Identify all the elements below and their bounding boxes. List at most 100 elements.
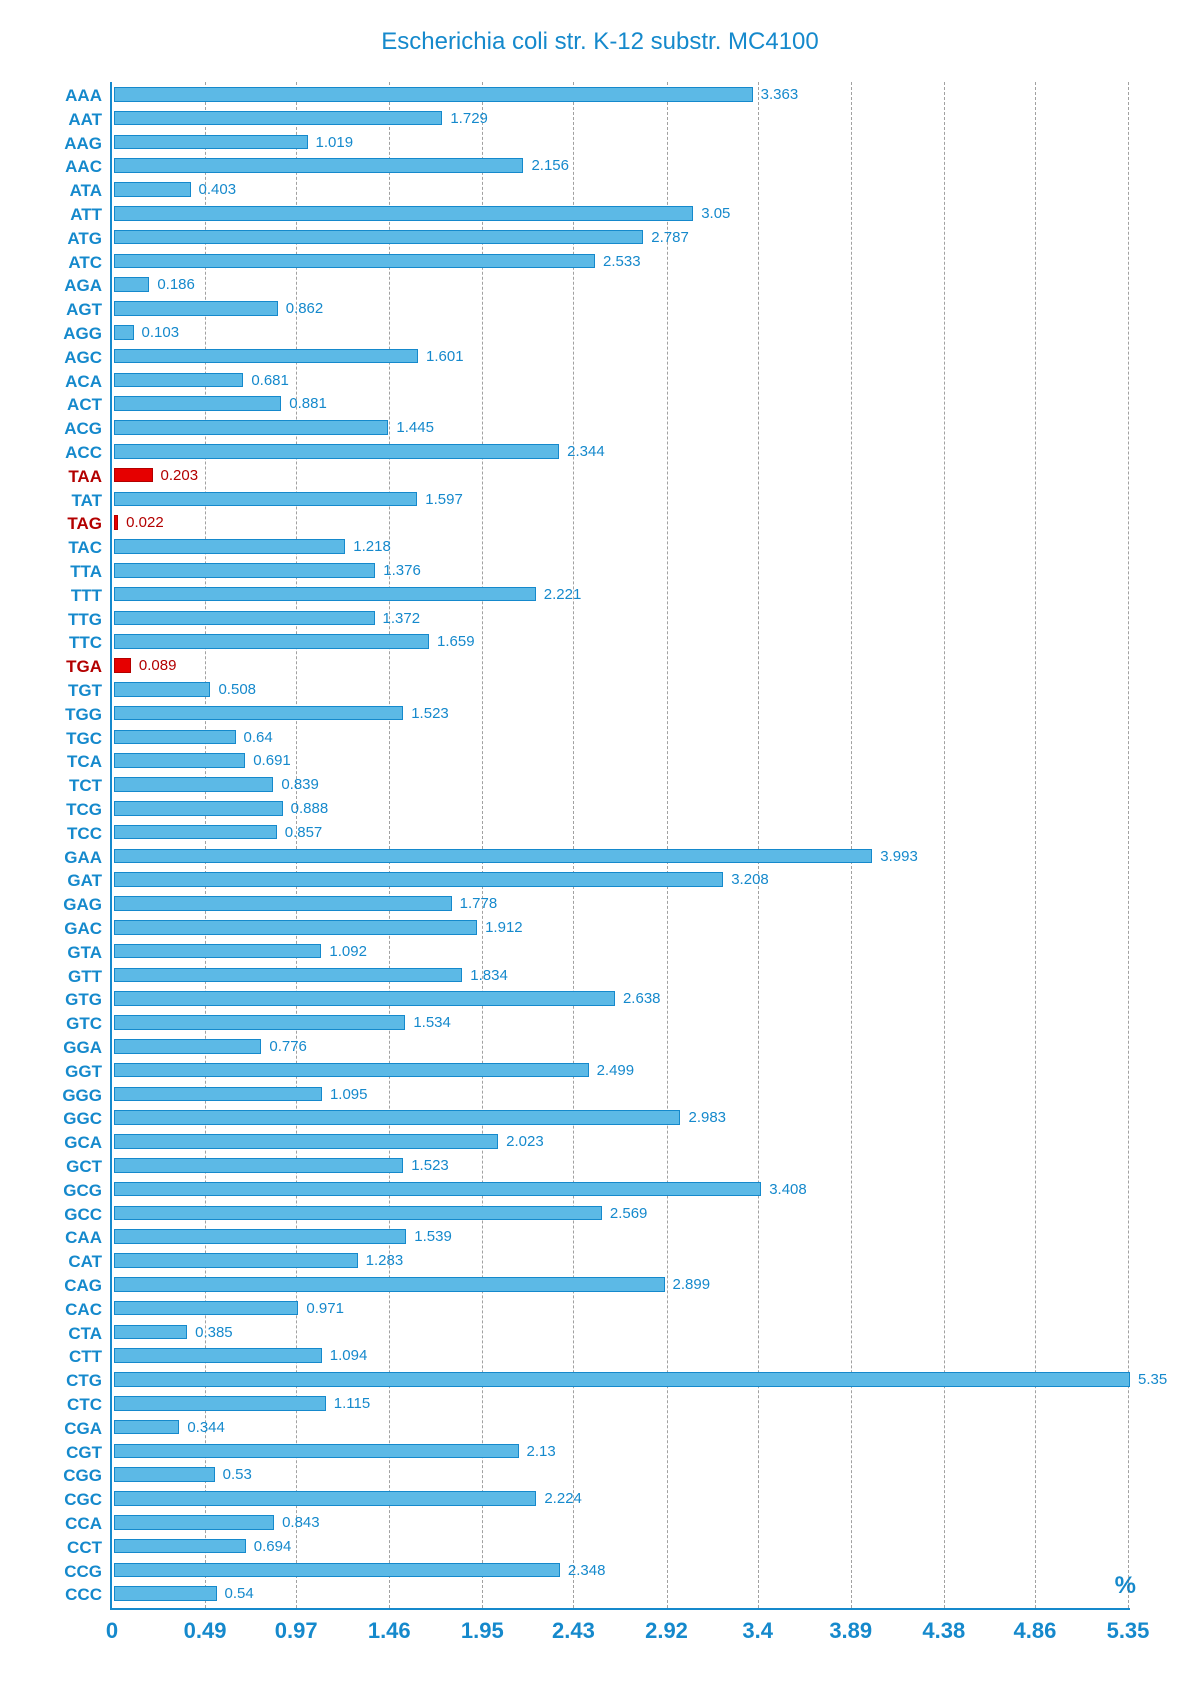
bar-value: 0.508 xyxy=(218,681,256,698)
bar-row: ATT3.05 xyxy=(112,203,1130,227)
bar-value: 1.601 xyxy=(426,348,464,365)
codon-label: TAA xyxy=(68,467,102,487)
codon-label: ACC xyxy=(65,443,102,463)
bar-row: GAA3.993 xyxy=(112,846,1130,870)
bar-value: 2.787 xyxy=(651,229,689,246)
bar-rect xyxy=(114,1063,589,1078)
bar-value: 1.539 xyxy=(414,1228,452,1245)
bar-value: 0.843 xyxy=(282,1514,320,1531)
bar-rect xyxy=(114,825,277,840)
bar-row: GTT1.834 xyxy=(112,965,1130,989)
bar-value: 2.224 xyxy=(544,1490,582,1507)
bar-row: GCC2.569 xyxy=(112,1203,1130,1227)
bar-row: TAA0.203 xyxy=(112,465,1130,489)
bar-rect xyxy=(114,896,452,911)
codon-label: GTT xyxy=(68,967,102,987)
bar-rect xyxy=(114,230,643,245)
bar-rect xyxy=(114,1420,179,1435)
x-tick-label: 3.89 xyxy=(829,1618,872,1644)
bar-rect xyxy=(114,492,417,507)
codon-label: ATT xyxy=(70,205,102,225)
codon-label: GTC xyxy=(66,1014,102,1034)
bar-rect xyxy=(114,373,243,388)
bar-rect xyxy=(114,325,134,340)
bar-row: GAT3.208 xyxy=(112,869,1130,893)
x-tick-label: 0 xyxy=(106,1618,118,1644)
codon-label: CAT xyxy=(68,1252,102,1272)
bar-rect xyxy=(114,1110,680,1125)
bar-rect xyxy=(114,849,872,864)
codon-label: GTA xyxy=(67,943,102,963)
bar-value: 1.597 xyxy=(425,491,463,508)
bar-value: 0.203 xyxy=(161,467,199,484)
bar-row: GTC1.534 xyxy=(112,1012,1130,1036)
codon-label: CTG xyxy=(66,1371,102,1391)
bar-row: GTG2.638 xyxy=(112,988,1130,1012)
codon-label: GCT xyxy=(66,1157,102,1177)
bar-rect xyxy=(114,206,693,221)
codon-label: CCA xyxy=(65,1514,102,1534)
bar-rect xyxy=(114,991,615,1006)
bar-row: GCA2.023 xyxy=(112,1131,1130,1155)
bar-value: 0.53 xyxy=(223,1466,252,1483)
bar-rect xyxy=(114,944,321,959)
bar-row: ACT0.881 xyxy=(112,393,1130,417)
codon-label: AAG xyxy=(64,134,102,154)
bar-rect xyxy=(114,111,442,126)
codon-label: AAT xyxy=(68,110,102,130)
bar-row: TCA0.691 xyxy=(112,750,1130,774)
bar-rect xyxy=(114,1087,322,1102)
codon-label: TTC xyxy=(69,633,102,653)
x-tick-label: 2.43 xyxy=(552,1618,595,1644)
x-tick-label: 0.49 xyxy=(184,1618,227,1644)
codon-label: CAG xyxy=(64,1276,102,1296)
codon-label: TGG xyxy=(65,705,102,725)
bar-value: 2.499 xyxy=(597,1062,635,1079)
bar-rect xyxy=(114,563,375,578)
bar-rect xyxy=(114,1325,187,1340)
bar-rect xyxy=(114,515,118,530)
codon-label: AGT xyxy=(66,300,102,320)
bar-value: 1.094 xyxy=(330,1347,368,1364)
bar-value: 2.13 xyxy=(527,1443,556,1460)
bar-row: CGT2.13 xyxy=(112,1441,1130,1465)
codon-label: ATC xyxy=(68,253,102,273)
bar-row: TAC1.218 xyxy=(112,536,1130,560)
bar-rect xyxy=(114,1444,519,1459)
bar-value: 1.283 xyxy=(366,1252,404,1269)
bar-value: 2.023 xyxy=(506,1133,544,1150)
codon-label: GCC xyxy=(64,1205,102,1225)
bar-value: 0.103 xyxy=(142,324,180,341)
bar-row: CTC1.115 xyxy=(112,1393,1130,1417)
bar-rect xyxy=(114,730,236,745)
bar-rect xyxy=(114,277,149,292)
bar-value: 0.691 xyxy=(253,752,291,769)
bar-row: ACG1.445 xyxy=(112,417,1130,441)
bar-rect xyxy=(114,1396,326,1411)
bar-rect xyxy=(114,349,418,364)
bar-row: CCT0.694 xyxy=(112,1536,1130,1560)
bar-rect xyxy=(114,682,210,697)
bar-row: TGT0.508 xyxy=(112,679,1130,703)
bar-rect xyxy=(114,1039,261,1054)
codon-label: AGG xyxy=(63,324,102,344)
bar-rect xyxy=(114,1182,761,1197)
codon-label: TAG xyxy=(67,514,102,534)
bar-row: TAG0.022 xyxy=(112,512,1130,536)
bar-value: 1.372 xyxy=(383,610,421,627)
x-tick-label: 2.92 xyxy=(645,1618,688,1644)
bar-rect xyxy=(114,1515,274,1530)
codon-usage-chart: Escherichia coli str. K-12 substr. MC410… xyxy=(0,0,1200,1698)
codon-label: GCG xyxy=(63,1181,102,1201)
bar-value: 0.694 xyxy=(254,1538,292,1555)
bar-row: TCG0.888 xyxy=(112,798,1130,822)
bar-rect xyxy=(114,1253,358,1268)
codon-label: ACG xyxy=(64,419,102,439)
bar-row: AGT0.862 xyxy=(112,298,1130,322)
codon-label: TCT xyxy=(69,776,102,796)
bar-rect xyxy=(114,1277,665,1292)
bar-row: GGC2.983 xyxy=(112,1107,1130,1131)
bar-row: CAC0.971 xyxy=(112,1298,1130,1322)
bar-row: TAT1.597 xyxy=(112,489,1130,513)
codon-label: TTG xyxy=(68,610,102,630)
